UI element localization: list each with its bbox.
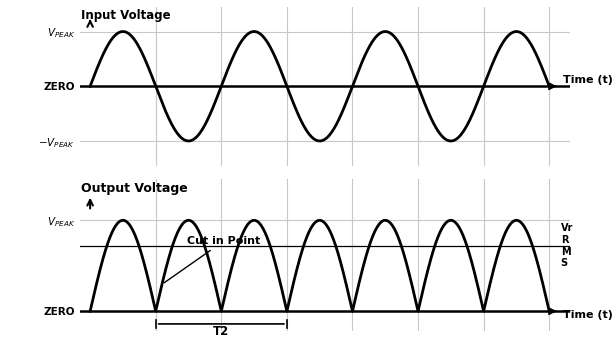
Text: Vr
R
M
S: Vr R M S <box>561 223 573 268</box>
Text: Output Voltage: Output Voltage <box>81 182 188 195</box>
Text: Time (t): Time (t) <box>563 75 612 85</box>
Text: Time (t): Time (t) <box>563 310 612 320</box>
Text: T2: T2 <box>213 325 229 338</box>
Text: Cut in Point: Cut in Point <box>164 236 261 283</box>
Text: Input Voltage: Input Voltage <box>81 9 170 21</box>
